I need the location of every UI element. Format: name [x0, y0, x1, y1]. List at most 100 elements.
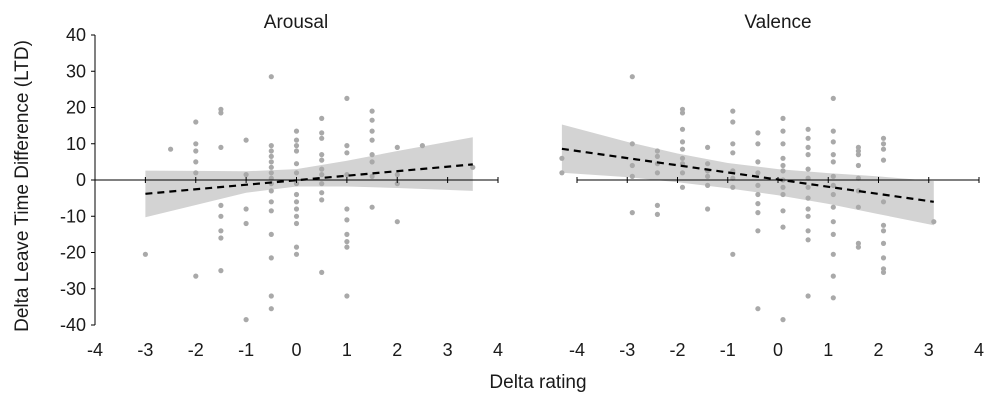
- arousal-band-area: [145, 137, 473, 218]
- arousal-data-point: [319, 269, 325, 275]
- valence-data-point: [880, 266, 887, 272]
- arousal-data-point: [268, 143, 274, 149]
- arousal-data-point: [193, 159, 199, 165]
- arousal-data-point: [218, 213, 224, 219]
- valence-data-point: [780, 184, 786, 190]
- valence-data-point: [830, 139, 836, 145]
- valence-panel-title: Valence: [744, 12, 811, 33]
- arousal-data-point: [268, 148, 274, 154]
- valence-band-area: [561, 124, 934, 226]
- arousal-data-point: [344, 231, 350, 237]
- arousal-data-point: [268, 199, 274, 205]
- arousal-data-point: [319, 197, 325, 203]
- arousal-data-point: [369, 128, 375, 134]
- arousal-confidence-band: [145, 137, 473, 218]
- arousal-y-tick-label: 40: [66, 25, 86, 45]
- valence-data-point: [805, 152, 811, 158]
- arousal-y-tick-label: -10: [60, 206, 86, 226]
- valence-x-tick-label: 4: [974, 340, 984, 360]
- arousal-data-point: [293, 161, 300, 167]
- arousal-data-point: [369, 108, 375, 114]
- arousal-data-point: [293, 213, 300, 219]
- valence-data-point: [805, 237, 811, 243]
- arousal-data-point: [369, 173, 375, 179]
- valence-data-point: [730, 150, 736, 156]
- y-axis-title: Delta Leave Time Difference (LTD): [12, 40, 33, 332]
- valence-data-point: [880, 269, 887, 275]
- arousal-data-point: [344, 239, 350, 245]
- valence-data-point: [755, 191, 761, 198]
- arousal-data-point: [293, 170, 300, 176]
- arousal-data-point: [243, 172, 249, 178]
- valence-data-point: [654, 153, 661, 159]
- valence-data-point: [755, 170, 761, 176]
- arousal-x-tick-label: 3: [443, 340, 453, 360]
- arousal-x-tick-label: 2: [392, 340, 402, 360]
- valence-data-point: [830, 219, 836, 225]
- arousal-data-point: [268, 188, 274, 194]
- valence-data-point: [855, 240, 862, 246]
- valence-data-point: [629, 173, 635, 179]
- arousal-data-point: [168, 146, 174, 152]
- arousal-data-point: [268, 231, 274, 237]
- valence-data-point: [780, 224, 786, 230]
- arousal-data-point: [268, 306, 274, 312]
- valence-data-point: [830, 231, 836, 237]
- arousal-data-point: [319, 130, 325, 136]
- arousal-data-point: [218, 144, 224, 150]
- valence-x-tick-label: 0: [773, 340, 783, 360]
- valence-data-point: [830, 191, 836, 198]
- valence-panel: -4 -3 -2 -1 0 1 2 3 4 Valence: [559, 12, 984, 360]
- arousal-data-point: [369, 204, 375, 210]
- valence-data-point: [830, 273, 836, 279]
- arousal-data-point: [369, 117, 375, 123]
- arousal-data-point: [319, 157, 325, 163]
- arousal-data-point: [243, 220, 249, 227]
- valence-data-point: [730, 108, 736, 114]
- x-axis-title: Delta rating: [489, 372, 586, 393]
- arousal-data-point: [193, 273, 199, 279]
- valence-data-point: [755, 210, 761, 216]
- arousal-data-point: [319, 115, 325, 121]
- valence-data-point: [654, 170, 661, 176]
- valence-data-point: [931, 219, 937, 225]
- valence-data-point: [830, 159, 836, 165]
- arousal-data-point: [319, 172, 325, 178]
- valence-data-point: [805, 144, 811, 150]
- valence-data-point: [755, 130, 761, 136]
- arousal-y-tick-label: -40: [60, 315, 86, 335]
- arousal-data-point: [218, 268, 224, 274]
- arousal-data-point: [268, 293, 274, 299]
- arousal-x-tick-label: 0: [291, 340, 301, 360]
- arousal-x-tick-label: -3: [137, 340, 153, 360]
- valence-data-point: [830, 173, 836, 179]
- arousal-x-tick-label: -2: [188, 340, 204, 360]
- arousal-data-point: [344, 95, 350, 101]
- valence-data-point: [559, 155, 565, 161]
- valence-data-point: [730, 184, 736, 190]
- arousal-data-point: [293, 220, 300, 227]
- valence-data-point: [880, 199, 887, 205]
- arousal-y-tick-label: 10: [66, 134, 86, 154]
- valence-data-point: [679, 184, 686, 190]
- valence-data-point: [830, 295, 836, 301]
- valence-data-point: [705, 173, 711, 179]
- valence-x-tick-label: -1: [720, 340, 736, 360]
- valence-data-point: [830, 95, 836, 101]
- valence-data-point: [805, 213, 811, 219]
- arousal-x-tick-label: -4: [87, 340, 103, 360]
- arousal-data-point: [293, 244, 300, 250]
- valence-data-point: [805, 206, 811, 212]
- arousal-data-point: [319, 181, 325, 187]
- valence-data-point: [730, 141, 736, 147]
- valence-data-point: [679, 126, 686, 132]
- arousal-data-point: [344, 150, 350, 156]
- arousal-x-tick-label: 1: [342, 340, 352, 360]
- arousal-data-point: [268, 74, 274, 80]
- valence-data-point: [855, 148, 862, 154]
- valence-data-point: [679, 170, 686, 176]
- valence-data-point: [830, 128, 836, 134]
- valence-data-point: [780, 317, 786, 323]
- arousal-data-point: [394, 219, 400, 225]
